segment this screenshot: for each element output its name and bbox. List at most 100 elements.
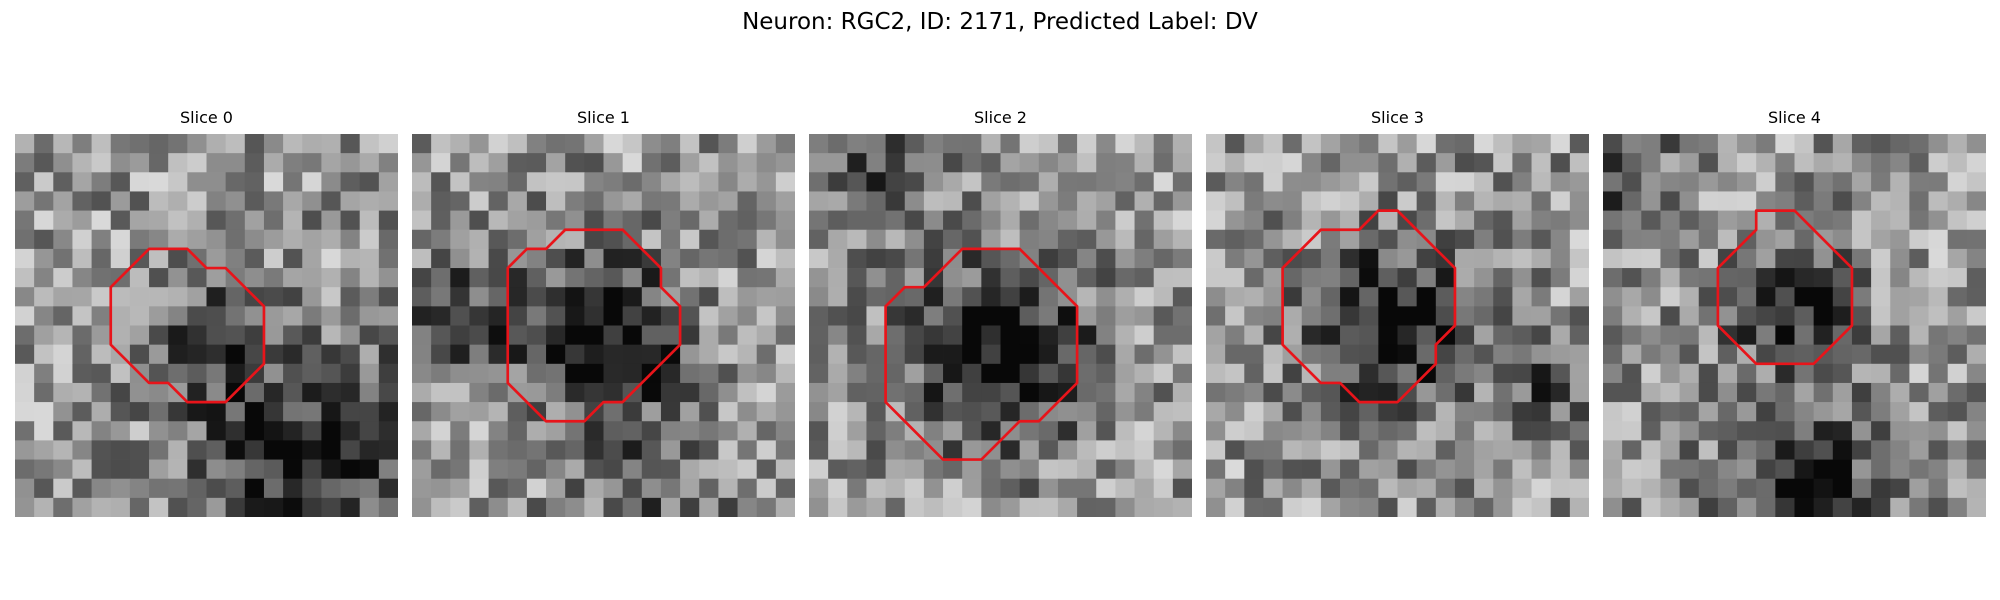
pixel (1871, 440, 1891, 460)
pixel (904, 306, 925, 326)
pixel (1717, 306, 1738, 326)
pixel (91, 306, 112, 326)
pixel (340, 268, 361, 288)
pixel (321, 497, 341, 517)
pixel (168, 268, 188, 288)
pixel (526, 363, 547, 384)
pixel (828, 440, 848, 460)
pixel (72, 325, 92, 346)
pixel (1474, 191, 1494, 211)
pixel (565, 497, 585, 517)
pixel (1493, 210, 1513, 231)
pixel (584, 478, 604, 499)
pixel (1096, 459, 1116, 480)
pixel (1096, 153, 1116, 173)
pixel (302, 191, 322, 211)
pixel (1512, 134, 1532, 154)
pixel (962, 421, 982, 441)
pixel (110, 440, 131, 460)
pixel (302, 210, 322, 231)
pixel (603, 382, 624, 403)
pixel (1378, 134, 1398, 154)
pixel (1301, 497, 1322, 517)
pixel (1717, 229, 1738, 250)
slice-panel-3: Slice 3 (1206, 108, 1589, 517)
pixel (1851, 153, 1872, 173)
pixel (1454, 268, 1475, 288)
pixel (1153, 421, 1174, 441)
pixel (1454, 210, 1475, 231)
pixel (1282, 363, 1303, 384)
pixel (1698, 421, 1719, 441)
pixel (1282, 229, 1303, 250)
pixel (1077, 268, 1097, 288)
pixel (507, 229, 528, 250)
pixel (1340, 306, 1360, 326)
pixel (699, 210, 719, 231)
pixel (15, 306, 35, 326)
pixel (321, 402, 341, 422)
pixel (1890, 248, 1910, 269)
pixel (1153, 325, 1174, 346)
pixel (1871, 325, 1891, 346)
pixel (1550, 134, 1571, 154)
pixel (1909, 497, 1929, 517)
pixel (15, 172, 35, 192)
pixel (660, 459, 681, 480)
pixel (1206, 440, 1226, 460)
pixel (923, 344, 944, 365)
pixel (1153, 363, 1174, 384)
pixel (584, 134, 604, 154)
pixel (1813, 497, 1834, 517)
pixel (283, 268, 303, 288)
pixel (72, 421, 92, 441)
slice-title: Slice 3 (1371, 108, 1424, 127)
pixel (1397, 248, 1418, 269)
pixel (1813, 306, 1834, 326)
pixel (1320, 248, 1341, 269)
pixel (1832, 478, 1853, 499)
pixel (1244, 344, 1264, 365)
pixel (1569, 344, 1589, 365)
pixel (943, 440, 963, 460)
pixel (359, 172, 380, 192)
pixel (565, 459, 585, 480)
pixel (1679, 248, 1700, 269)
pixel (885, 421, 906, 441)
pixel (1660, 421, 1680, 441)
pixel (1698, 153, 1719, 173)
pixel (1340, 363, 1360, 384)
pixel (283, 134, 303, 154)
pixel (431, 421, 451, 441)
pixel (1851, 382, 1872, 403)
pixel (1378, 421, 1398, 441)
pixel (1320, 497, 1341, 517)
pixel (1966, 134, 1986, 154)
pixel (321, 248, 341, 269)
pixel (1000, 440, 1021, 460)
pixel (1244, 497, 1264, 517)
pixel (1890, 229, 1910, 250)
pixel (1909, 459, 1929, 480)
pixel (1263, 459, 1283, 480)
pixel (680, 497, 700, 517)
pixel (225, 440, 246, 460)
pixel (507, 287, 528, 307)
pixel (1775, 191, 1795, 211)
pixel (1077, 363, 1097, 384)
pixel (1813, 459, 1834, 480)
pixel (1153, 344, 1174, 365)
pixel (1172, 459, 1192, 480)
pixel (283, 344, 303, 365)
pixel (1890, 287, 1910, 307)
pixel (1244, 229, 1264, 250)
pixel (756, 459, 777, 480)
pixel (641, 440, 662, 460)
slice-image (412, 134, 795, 517)
pixel (129, 402, 150, 422)
pixel (263, 306, 284, 326)
pixel (828, 306, 848, 326)
pixel (1531, 382, 1552, 403)
pixel (680, 382, 700, 403)
pixel (565, 153, 585, 173)
